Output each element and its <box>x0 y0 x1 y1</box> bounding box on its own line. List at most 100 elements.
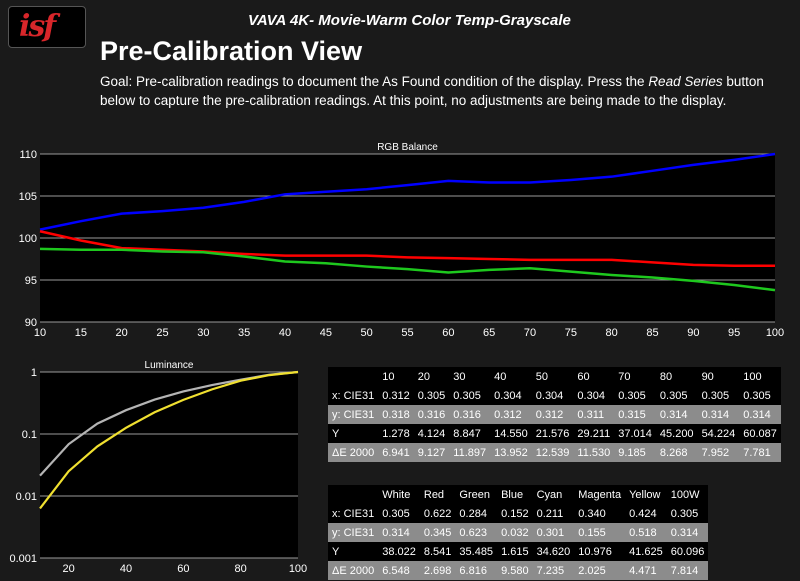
luminance-series-line <box>39 370 299 510</box>
table-cell: 8.541 <box>419 542 456 561</box>
luminance-xtick-label: 60 <box>177 563 189 575</box>
column-header: 50 <box>531 367 574 386</box>
table-cell: 0.305 <box>697 386 740 405</box>
table-cell: 1.278 <box>378 424 414 443</box>
table-cell: 0.424 <box>625 504 667 523</box>
luminance-ytick-label: 0.01 <box>16 491 37 503</box>
rgb-xtick-label: 30 <box>197 327 209 339</box>
column-header: 90 <box>697 367 740 386</box>
rgb-xtick-label: 95 <box>728 327 740 339</box>
table-cell: 0.305 <box>413 386 450 405</box>
table-cell: x: CIE31 <box>328 386 379 405</box>
table-cell: 0.304 <box>573 386 615 405</box>
table-cell: 10.976 <box>574 542 626 561</box>
table-cell: Y <box>328 542 379 561</box>
column-header: 10 <box>378 367 414 386</box>
table-cell: 0.318 <box>378 405 414 424</box>
column-header: 100W <box>666 485 709 504</box>
table-cell: 0.622 <box>419 504 456 523</box>
table-cell: 0.305 <box>666 504 709 523</box>
rgb-xtick-label: 90 <box>687 327 699 339</box>
rgb-series-line <box>39 230 775 267</box>
rgb-xtick-label: 15 <box>75 327 87 339</box>
table-cell: 9.127 <box>413 443 450 462</box>
table-cell: 7.235 <box>532 561 575 580</box>
table-cell: 6.941 <box>378 443 414 462</box>
rgb-xtick-label: 100 <box>766 327 784 339</box>
table-cell: 0.032 <box>497 523 533 542</box>
table-cell: 54.224 <box>697 424 740 443</box>
table-cell: 34.620 <box>532 542 575 561</box>
table-cell: 38.022 <box>378 542 420 561</box>
table-cell: 0.518 <box>625 523 667 542</box>
table-row: y: CIE31 0.314 0.345 0.623 0.032 0.301 0.155 0.… <box>328 523 709 542</box>
table-cell: 0.312 <box>490 405 532 424</box>
rgb-plot-area <box>40 154 775 322</box>
table-cell: Y <box>328 424 379 443</box>
table-cell: 0.340 <box>574 504 626 523</box>
isf-logo: isf <box>8 6 86 48</box>
table-cell: 11.897 <box>449 443 491 462</box>
table-cell: 0.305 <box>378 504 420 523</box>
luminance-ytick-label: 0.001 <box>9 553 37 565</box>
table-row: x: CIE31 0.305 0.622 0.284 0.152 0.211 0.340 0.… <box>328 504 709 523</box>
table-cell: 7.781 <box>739 443 781 462</box>
table-cell: 7.952 <box>697 443 740 462</box>
table-cell: 0.311 <box>573 405 615 424</box>
table-cell: 6.548 <box>378 561 420 580</box>
table-cell: 35.485 <box>455 542 498 561</box>
table-cell: 0.305 <box>655 386 698 405</box>
table-cell: x: CIE31 <box>328 504 379 523</box>
column-header: 100 <box>739 367 781 386</box>
table-cell: 0.304 <box>531 386 574 405</box>
rgb-xtick-label: 70 <box>524 327 536 339</box>
table-cell: 9.185 <box>614 443 656 462</box>
rgb-xtick-label: 50 <box>361 327 373 339</box>
table-cell: 41.625 <box>625 542 667 561</box>
table-cell: 0.301 <box>532 523 575 542</box>
table-cell: 0.305 <box>739 386 781 405</box>
column-header: Cyan <box>532 485 575 504</box>
table-cell: y: CIE31 <box>328 523 379 542</box>
table-cell: 2.698 <box>419 561 456 580</box>
table-cell: 21.576 <box>531 424 574 443</box>
page-subtitle: VAVA 4K- Movie-Warm Color Temp-Grayscale <box>248 12 571 29</box>
column-header: Magenta <box>574 485 626 504</box>
table-cell: 0.304 <box>490 386 532 405</box>
table-cell: 37.014 <box>614 424 656 443</box>
read-series-reference: Read Series <box>648 74 723 89</box>
table-cell: 0.314 <box>739 405 781 424</box>
table-cell: 0.312 <box>531 405 574 424</box>
luminance-chart-title: Luminance <box>145 360 194 371</box>
table-cell: 2.025 <box>574 561 626 580</box>
table-cell: 4.124 <box>413 424 450 443</box>
table-cell: 0.305 <box>614 386 656 405</box>
luminance-series-line <box>39 370 299 477</box>
column-header: Yellow <box>625 485 667 504</box>
table-cell: ΔE 2000 <box>328 443 379 462</box>
column-header <box>328 367 379 386</box>
column-header: 70 <box>614 367 656 386</box>
table-row: Y 1.278 4.124 8.847 14.550 21.576 29.211 37.014… <box>328 424 781 443</box>
table-cell: 0.314 <box>666 523 709 542</box>
table-cell: 0.314 <box>697 405 740 424</box>
table-cell: 0.316 <box>449 405 491 424</box>
table-cell: 0.152 <box>497 504 533 523</box>
luminance-ytick-label: 0.1 <box>22 429 37 441</box>
rgb-xtick-label: 80 <box>606 327 618 339</box>
rgb-ytick-label: 90 <box>25 317 37 329</box>
column-header: 30 <box>449 367 491 386</box>
rgb-ytick-label: 105 <box>19 191 37 203</box>
table-cell: 1.615 <box>497 542 533 561</box>
table-cell: ΔE 2000 <box>328 561 379 580</box>
color-header-row: White Red Green Blue Cyan Magenta Yellow 100W <box>328 485 709 504</box>
table-cell: 9.580 <box>497 561 533 580</box>
table-cell: 8.268 <box>655 443 698 462</box>
table-cell: 0.312 <box>378 386 414 405</box>
table-cell: 29.211 <box>573 424 615 443</box>
table-row: ΔE 2000 6.941 9.127 11.897 13.952 12.539 11.53… <box>328 443 781 462</box>
luminance-ytick-label: 1 <box>31 367 37 379</box>
table-cell: 0.345 <box>419 523 456 542</box>
table-cell: 60.087 <box>739 424 781 443</box>
table-cell: 6.816 <box>455 561 498 580</box>
